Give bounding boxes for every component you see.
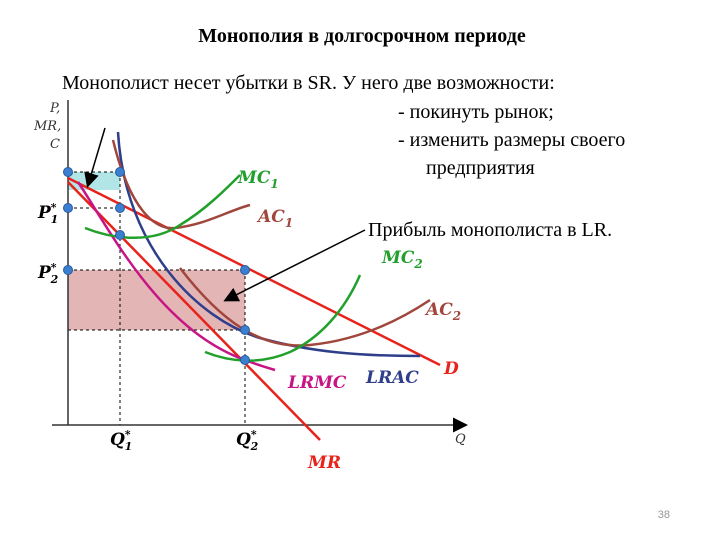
price-label: P* 2 [37, 261, 59, 286]
sub: 1 [270, 177, 278, 191]
name: P [37, 203, 52, 223]
price-label: P* 1 [37, 201, 58, 226]
y-axis-label: MR, [33, 119, 61, 134]
y-axis-label: C [50, 137, 60, 152]
sub: 2 [50, 273, 59, 286]
profit-area [68, 270, 245, 330]
sub: 2 [250, 440, 259, 453]
title: Монополия в долгосрочном периоде [198, 25, 526, 47]
curve-label: LRMC [287, 373, 347, 393]
sup: * [251, 428, 257, 441]
option-line: - изменить размеры своего [398, 129, 625, 151]
name: AC [424, 300, 453, 320]
sup: * [51, 261, 57, 274]
curve-label: D [443, 359, 459, 379]
sub: 1 [51, 213, 59, 226]
profit-note: Прибыль монополиста в LR. [368, 219, 612, 241]
sup: * [125, 428, 131, 441]
option-line: - покинуть рынок; [398, 101, 554, 123]
name: AC [256, 207, 285, 227]
quantity-label: Q* 1 [110, 428, 132, 453]
arrow [84, 127, 106, 188]
name: Q [236, 430, 251, 450]
sup: * [51, 201, 57, 214]
y-axis-label: P, [49, 101, 60, 116]
sub: 1 [285, 216, 293, 230]
curve-label: MC1 [237, 168, 279, 191]
slide-number: 38 [658, 509, 670, 521]
arrow [223, 229, 366, 302]
curve-label: LRAC [365, 368, 419, 388]
name: MC [237, 168, 271, 188]
curve-label: AC2 [424, 300, 461, 323]
option-line: предприятия [426, 157, 535, 179]
name: Q [110, 430, 125, 450]
name: P [37, 263, 52, 283]
x-axis-label: Q [455, 432, 466, 447]
curve-label: MC2 [381, 248, 423, 271]
sub: 2 [452, 309, 461, 323]
curves [67, 131, 441, 441]
intro: Монополист несет убытки в SR. У него две… [62, 72, 555, 94]
curve-label: AC1 [256, 207, 293, 230]
sub: 2 [413, 257, 422, 271]
quantity-label: Q* 2 [236, 428, 259, 453]
sub: 1 [125, 440, 133, 453]
curve-label: MR [307, 453, 341, 473]
points [63, 167, 250, 365]
name: MC [381, 248, 415, 268]
